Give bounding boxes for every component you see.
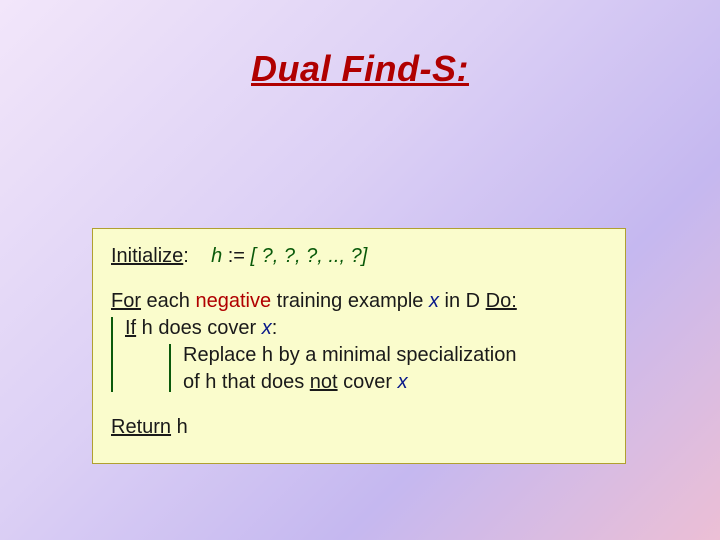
initialize-label: Initialize (111, 245, 183, 267)
if-block: Replace h by a minimal specialization of… (169, 342, 613, 396)
x-var-2: x (262, 317, 272, 339)
of-h-text: of h that does (183, 371, 310, 393)
not-keyword: not (310, 371, 338, 393)
do-keyword: Do: (486, 290, 517, 312)
slide-title: Dual Find-S: (0, 48, 720, 90)
assign-op: := (222, 245, 250, 267)
in-d-text: in D (439, 290, 486, 312)
return-h: h (171, 416, 188, 438)
each-text: each (141, 290, 195, 312)
for-keyword: For (111, 290, 141, 312)
training-text: training example (271, 290, 429, 312)
h-symbol: h (211, 245, 222, 267)
colon-init: : (183, 245, 189, 267)
x-var-3: x (398, 371, 408, 393)
h-text: h (136, 317, 158, 339)
h-init-value: [ ?, ?, ?, .., ?] (251, 245, 368, 267)
replace-line-2: of h that does not cover x (183, 369, 613, 396)
algorithm-box: Initialize: h := [ ?, ?, ?, .., ?] For e… (92, 228, 626, 464)
if-colon: : (272, 317, 278, 339)
negative-keyword: negative (195, 290, 271, 312)
return-keyword: Return (111, 416, 171, 438)
for-line: For each negative training example x in … (111, 288, 613, 315)
does-cover-text: does cover (158, 317, 261, 339)
cover-text: cover (338, 371, 398, 393)
for-block: If h does cover x: Replace h by a minima… (111, 315, 613, 396)
return-line: Return h (111, 414, 613, 441)
if-keyword: If (125, 317, 136, 339)
initialize-line: Initialize: h := [ ?, ?, ?, .., ?] (111, 243, 613, 270)
replace-line-1: Replace h by a minimal specialization (183, 342, 613, 369)
if-line: If h does cover x: (125, 315, 613, 342)
x-var-1: x (429, 290, 439, 312)
